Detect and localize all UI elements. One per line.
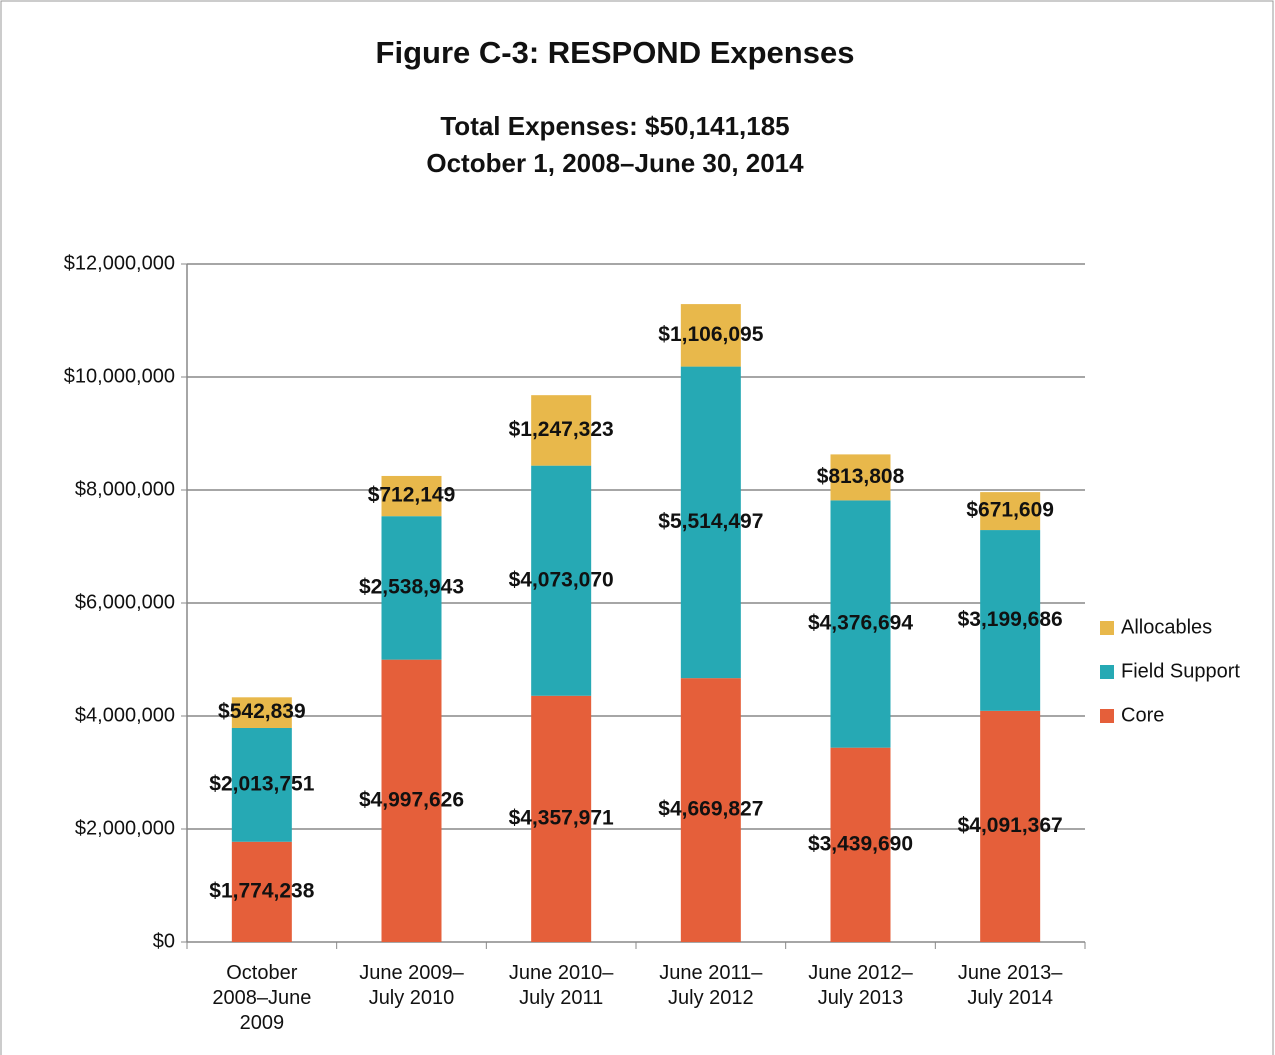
- bar-segment: [531, 395, 592, 466]
- y-tick-label: $10,000,000: [64, 365, 175, 387]
- x-tick-label-line: June 2012–: [808, 962, 913, 984]
- data-label: $4,073,070: [509, 568, 614, 591]
- bar-segment: [231, 841, 292, 942]
- bar-segment: [680, 678, 741, 942]
- data-label: $3,199,686: [958, 608, 1063, 631]
- chart-subtitle: October 1, 2008–June 30, 2014: [426, 148, 804, 178]
- data-label: $1,774,238: [209, 879, 314, 902]
- x-tick-label: June 2009– July 2010: [359, 962, 464, 1009]
- data-label: $2,013,751: [209, 772, 314, 795]
- legend-swatch: [1100, 665, 1114, 679]
- x-tick-label: October 2008–June 2009: [212, 962, 311, 1034]
- x-tick-label-line: July 2012: [668, 987, 754, 1009]
- x-tick-label: June 2010– July 2011: [509, 962, 614, 1009]
- legend-label: Field Support: [1121, 660, 1240, 682]
- bar-segment: [680, 366, 741, 679]
- x-tick-label: June 2011– July 2012: [659, 962, 763, 1009]
- data-label: $4,376,694: [808, 612, 913, 635]
- x-tick-label: June 2012– July 2013: [808, 962, 913, 1009]
- bar-segment: [680, 304, 741, 367]
- bar-segment: [980, 530, 1041, 711]
- bar-segment: [980, 492, 1041, 531]
- legend-label: Core: [1121, 704, 1164, 726]
- bar-segment: [531, 695, 592, 942]
- x-tick-label-line: June 2010–: [509, 962, 614, 984]
- bar-segment: [231, 727, 292, 842]
- chart-subtitle: Total Expenses: $50,141,185: [440, 111, 789, 141]
- x-tick-label-line: July 2014: [967, 987, 1053, 1009]
- bar-segment: [830, 500, 891, 748]
- data-label: $4,997,626: [359, 788, 464, 811]
- data-label: $4,357,971: [509, 806, 614, 829]
- data-label: $4,669,827: [658, 798, 763, 821]
- x-tick-label-line: October: [226, 962, 297, 984]
- bar-segment: [381, 516, 442, 660]
- bar-segment: [531, 465, 592, 696]
- y-tick-label: $0: [153, 930, 175, 952]
- x-tick-label-line: 2008–June: [212, 987, 311, 1009]
- y-tick-label: $2,000,000: [75, 817, 175, 839]
- bar-segment: [231, 697, 292, 728]
- x-tick-label-line: July 2013: [818, 987, 904, 1009]
- data-label: $2,538,943: [359, 575, 464, 598]
- y-tick-label: $4,000,000: [75, 704, 175, 726]
- data-label: $4,091,367: [958, 814, 1063, 837]
- y-tick-label: $8,000,000: [75, 478, 175, 500]
- x-tick-label-line: June 2011–: [659, 962, 763, 984]
- bar-segment: [381, 475, 442, 517]
- data-label: $542,839: [218, 700, 306, 723]
- legend-label: Allocables: [1121, 616, 1212, 638]
- bar-segment: [830, 454, 891, 501]
- bar-segment: [381, 659, 442, 942]
- y-tick-label: $12,000,000: [64, 252, 175, 274]
- x-tick-label-line: June 2013–: [958, 962, 1063, 984]
- data-label: $5,514,497: [658, 510, 763, 533]
- x-tick-label: June 2013– July 2014: [958, 962, 1063, 1009]
- bar-segment: [980, 710, 1041, 942]
- bar-segment: [830, 747, 891, 942]
- data-label: $671,609: [966, 499, 1054, 522]
- y-tick-label: $6,000,000: [75, 591, 175, 613]
- data-label: $3,439,690: [808, 832, 913, 855]
- data-label: $712,149: [368, 484, 456, 507]
- x-tick-label-line: 2009: [240, 1012, 285, 1034]
- legend-swatch: [1100, 621, 1114, 635]
- chart-title: Figure C-3: RESPOND Expenses: [376, 35, 855, 70]
- data-label: $1,247,323: [509, 418, 614, 441]
- data-label: $1,106,095: [658, 323, 763, 346]
- x-tick-label-line: July 2010: [369, 987, 455, 1009]
- x-tick-label-line: July 2011: [519, 987, 603, 1009]
- x-tick-label-line: June 2009–: [359, 962, 464, 984]
- data-label: $813,808: [817, 465, 905, 488]
- legend-swatch: [1100, 709, 1114, 723]
